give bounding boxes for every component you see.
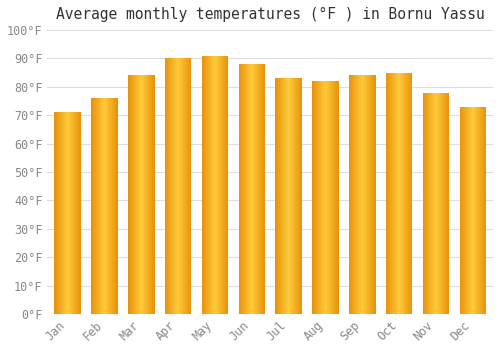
Title: Average monthly temperatures (°F ) in Bornu Yassu: Average monthly temperatures (°F ) in Bo… (56, 7, 484, 22)
